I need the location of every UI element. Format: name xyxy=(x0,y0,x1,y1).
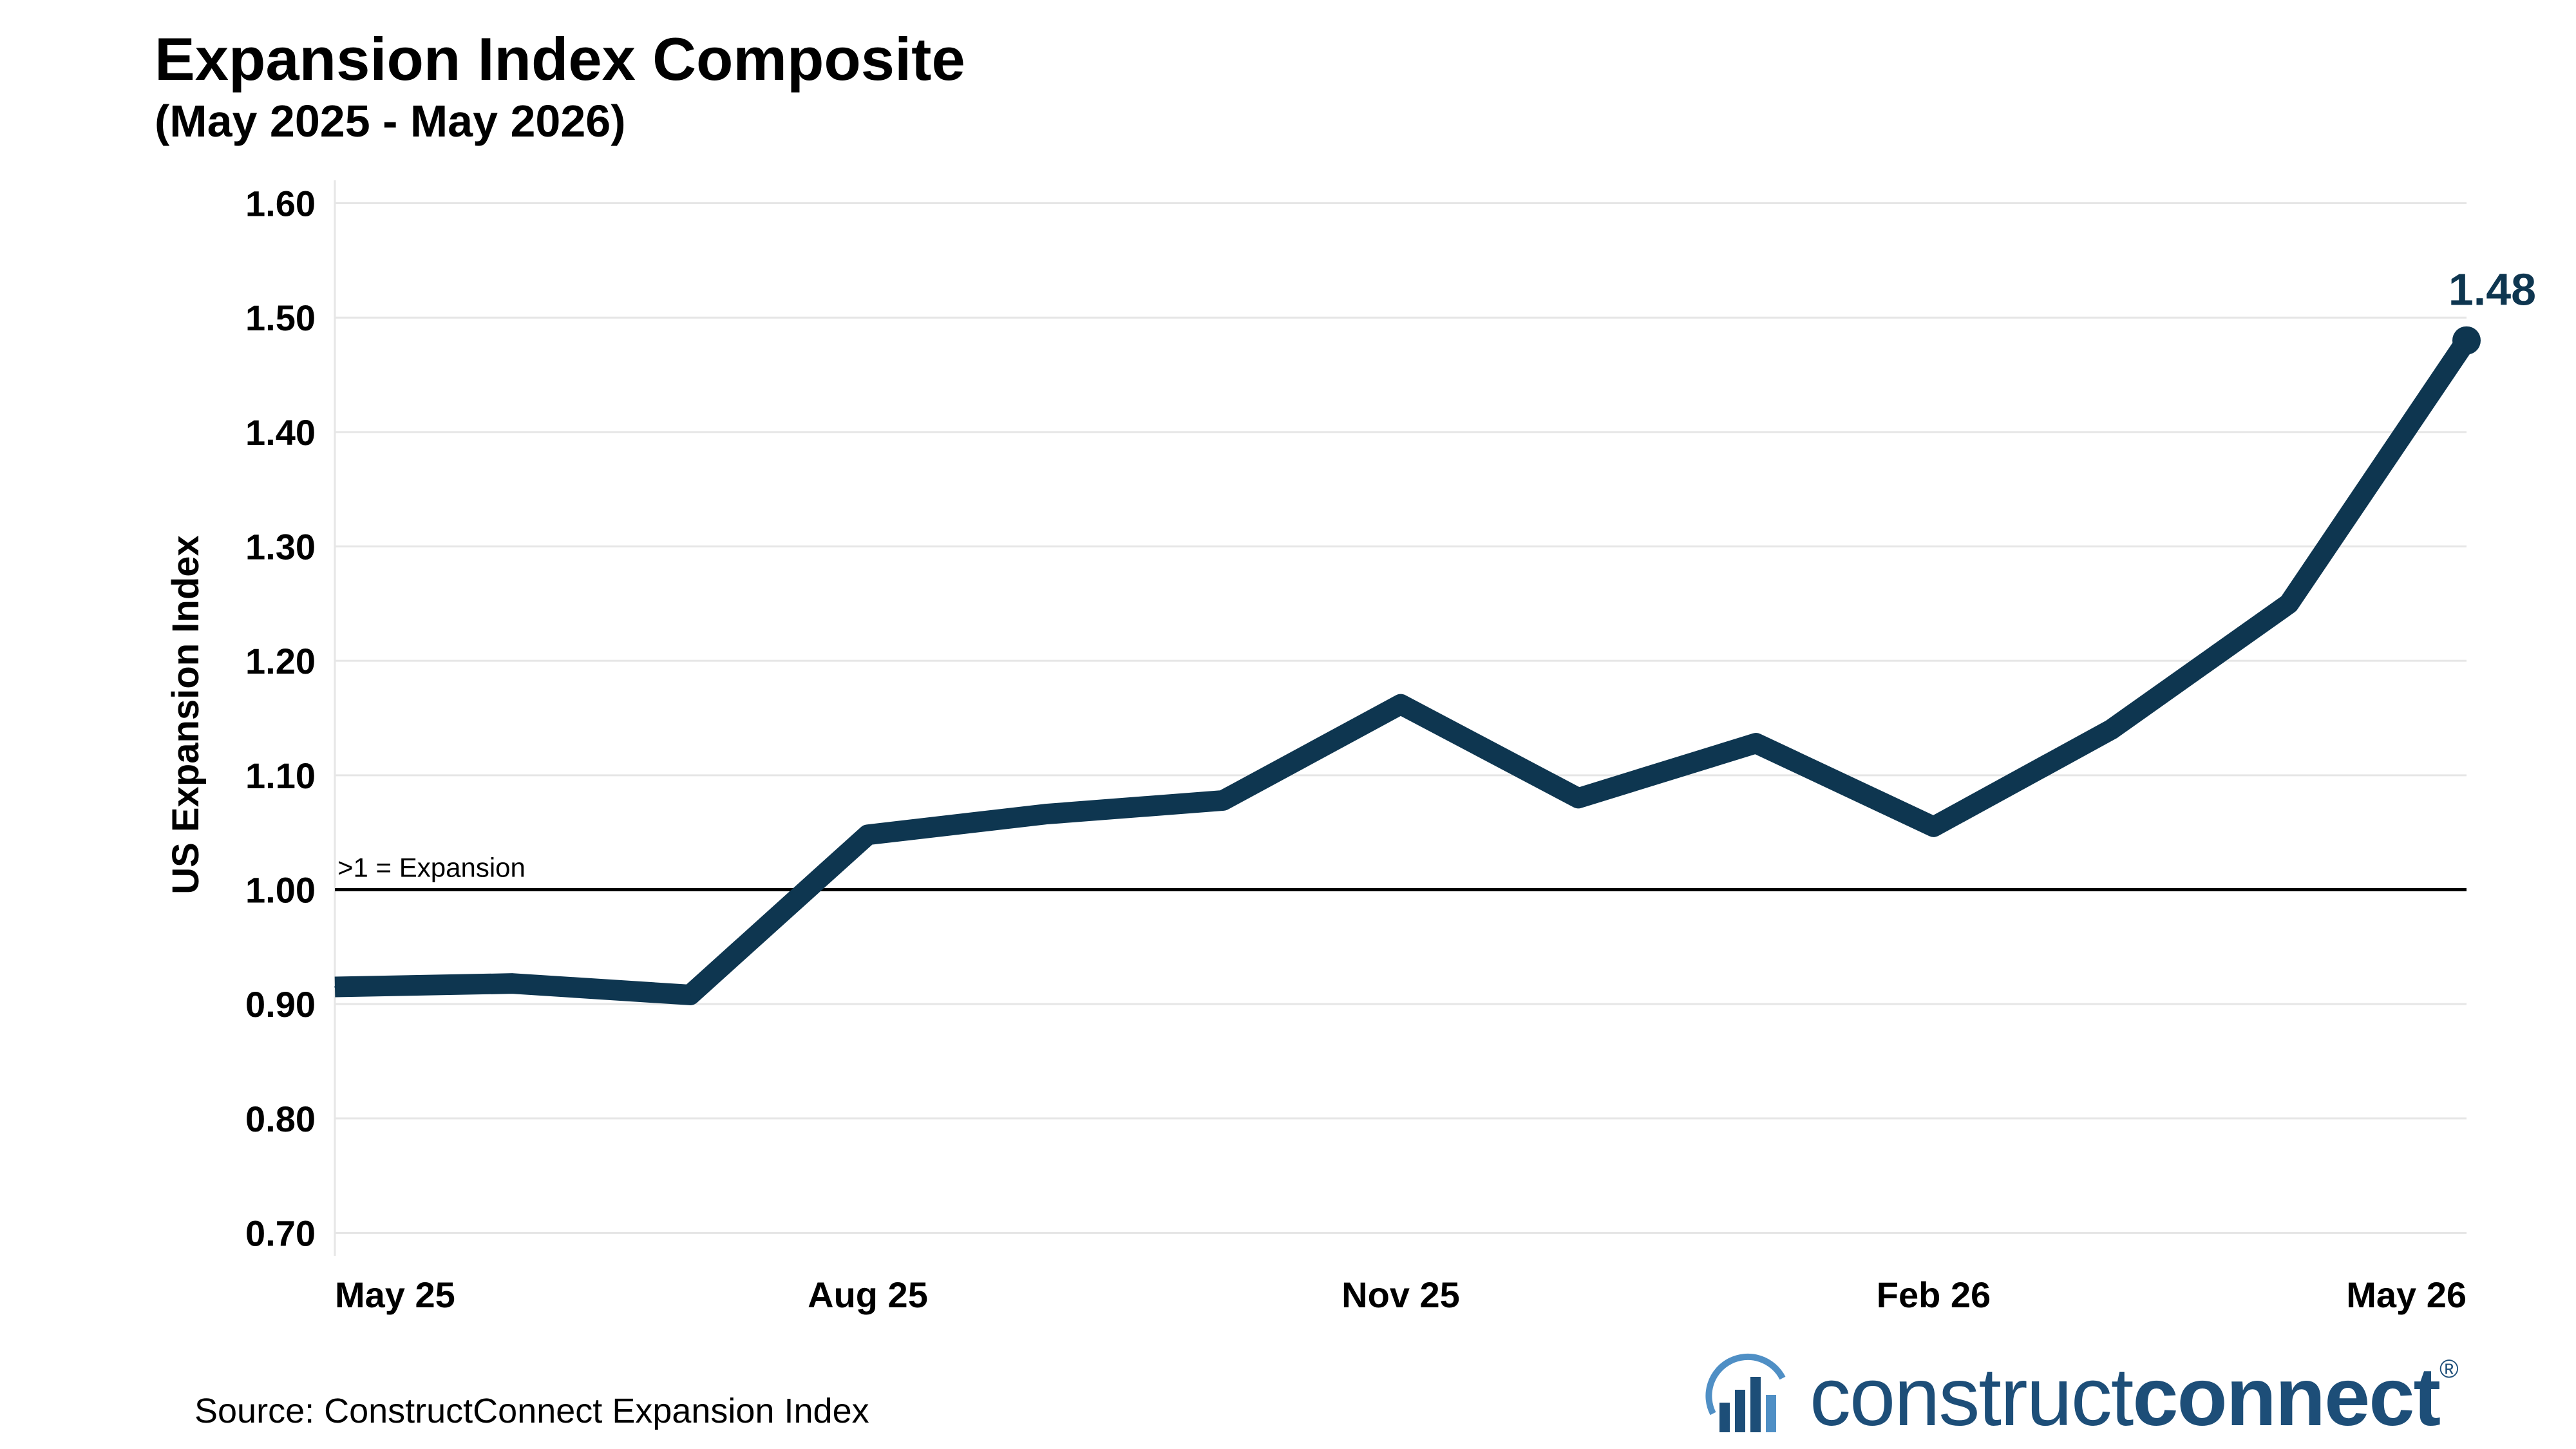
logo-text-bold: connect xyxy=(2132,1351,2441,1443)
reference-line-label: >1 = Expansion xyxy=(337,852,526,882)
constructconnect-logo: constructconnect® xyxy=(1700,1352,2459,1443)
data-points xyxy=(334,326,2481,996)
latest-data-point xyxy=(2452,326,2481,355)
y-tick-label: 1.00 xyxy=(245,869,316,910)
logo-trademark: ® xyxy=(2439,1355,2459,1383)
data-point xyxy=(2110,728,2112,730)
chart-subtitle: (May 2025 - May 2026) xyxy=(155,96,626,146)
data-point xyxy=(689,994,691,996)
line-chart: >1 = Expansion 0.70 0.80 0.90 1.00 1.10 1.20 1… xyxy=(165,180,2536,1315)
series-line-0 xyxy=(334,334,2476,1005)
data-point xyxy=(1577,797,1579,799)
reference-line-group: >1 = Expansion xyxy=(335,852,2467,891)
x-tick-label: Nov 25 xyxy=(1341,1274,1460,1315)
x-axis-ticks: May 25 Aug 25 Nov 25 Feb 26 May 26 xyxy=(335,1274,2467,1315)
y-tick-label: 1.60 xyxy=(245,184,316,224)
y-axis-title: US Expansion Index xyxy=(165,535,207,895)
source-note: Source: ConstructConnect Expansion Index xyxy=(194,1392,869,1430)
gridlines xyxy=(334,180,2467,1256)
data-point xyxy=(1933,826,1935,828)
y-tick-label: 1.40 xyxy=(245,412,316,453)
y-tick-label: 1.10 xyxy=(245,755,316,796)
y-tick-label: 0.90 xyxy=(245,984,316,1025)
data-point xyxy=(334,986,336,988)
x-tick-label: Feb 26 xyxy=(1877,1274,1991,1315)
x-tick-label: Aug 25 xyxy=(808,1274,928,1315)
chart-title: Expansion Index Composite xyxy=(155,25,965,93)
data-point xyxy=(2288,603,2290,605)
data-point xyxy=(1222,799,1224,801)
y-axis-ticks: 0.70 0.80 0.90 1.00 1.10 1.20 1.30 1.40 1.50 1.60 xyxy=(245,184,316,1254)
y-tick-label: 1.20 xyxy=(245,641,316,681)
y-tick-label: 1.50 xyxy=(245,298,316,338)
logo-text-light: construct xyxy=(1810,1351,2134,1443)
logo-wordmark: constructconnect® xyxy=(1810,1355,2459,1439)
data-point xyxy=(867,834,869,836)
building-chart-icon xyxy=(1705,1353,1786,1432)
y-tick-label: 0.80 xyxy=(245,1099,316,1139)
data-point xyxy=(511,983,513,985)
data-point xyxy=(1755,743,1757,744)
series-group xyxy=(334,334,2476,1005)
data-point xyxy=(1400,703,1401,705)
y-tick-label: 0.70 xyxy=(245,1213,316,1253)
x-tick-label: May 25 xyxy=(335,1274,455,1315)
x-tick-label: May 26 xyxy=(2346,1274,2467,1315)
annotations: 1.48 xyxy=(2448,265,2536,315)
latest-value-label: 1.48 xyxy=(2448,265,2536,315)
y-tick-label: 1.30 xyxy=(245,527,316,567)
data-point xyxy=(1045,813,1046,815)
